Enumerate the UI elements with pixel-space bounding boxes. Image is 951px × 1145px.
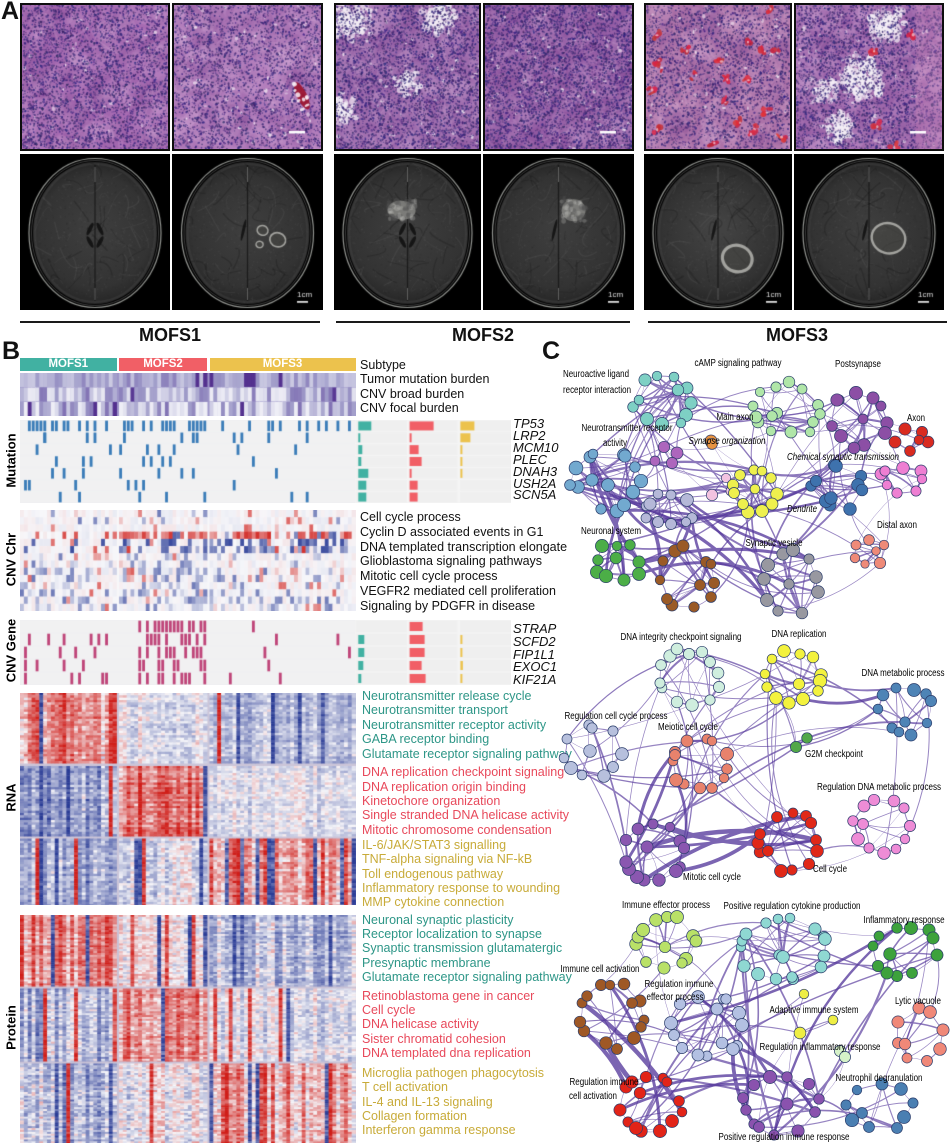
svg-text:Chemical synaptic transmission: Chemical synaptic transmission: [787, 452, 899, 463]
svg-text:Axon: Axon: [907, 413, 925, 424]
svg-text:Lytic vacuole: Lytic vacuole: [895, 996, 941, 1007]
svg-text:Dendrite: Dendrite: [787, 504, 817, 515]
svg-text:Regulation cell cycle process: Regulation cell cycle process: [565, 711, 668, 722]
svg-text:G2M checkpoint: G2M checkpoint: [805, 749, 863, 760]
svg-text:Postsynapse: Postsynapse: [835, 359, 881, 370]
svg-text:Synapse organization: Synapse organization: [689, 436, 766, 447]
svg-text:activity: activity: [603, 438, 627, 449]
svg-text:Adaptive immune system: Adaptive immune system: [770, 1005, 859, 1016]
svg-text:Neuroactive ligand: Neuroactive ligand: [563, 369, 629, 380]
svg-text:DNA integrity checkpoint signa: DNA integrity checkpoint signaling: [621, 632, 742, 643]
svg-text:effector process: effector process: [647, 992, 704, 1003]
svg-text:Regulation immune: Regulation immune: [645, 979, 714, 990]
svg-text:Immune effector process: Immune effector process: [622, 900, 710, 911]
svg-text:cAMP signaling pathway: cAMP signaling pathway: [695, 358, 782, 369]
svg-text:Main axon: Main axon: [717, 412, 754, 423]
svg-text:Regulation immune: Regulation immune: [570, 1077, 639, 1088]
svg-text:Immune cell activation: Immune cell activation: [561, 964, 640, 975]
svg-text:Inflammatory response: Inflammatory response: [864, 915, 945, 926]
svg-text:receptor interaction: receptor interaction: [563, 385, 631, 396]
svg-text:DNA metabolic process: DNA metabolic process: [862, 668, 945, 679]
svg-text:Regulation DNA metabolic proce: Regulation DNA metabolic process: [817, 782, 941, 793]
svg-text:Mitotic cell cycle: Mitotic cell cycle: [683, 872, 741, 883]
svg-text:Meiotic cell cycle: Meiotic cell cycle: [658, 722, 718, 733]
svg-text:cell activation: cell activation: [569, 1091, 617, 1102]
svg-text:Synaptic vesicle: Synaptic vesicle: [746, 538, 803, 549]
svg-text:Neuronal system: Neuronal system: [581, 526, 641, 537]
svg-text:Positive regulation immune res: Positive regulation immune response: [719, 1132, 850, 1143]
svg-text:Cell cycle: Cell cycle: [813, 864, 847, 875]
svg-text:Neutrophil degranulation: Neutrophil degranulation: [836, 1073, 923, 1084]
svg-text:Positive regulation cytokine p: Positive regulation cytokine production: [724, 901, 861, 912]
svg-text:Distal axon: Distal axon: [877, 520, 917, 531]
svg-text:Neurotransmitter receptor: Neurotransmitter receptor: [582, 423, 674, 434]
svg-text:Regulation inflammatory respon: Regulation inflammatory response: [760, 1042, 881, 1053]
svg-text:DNA replication: DNA replication: [772, 629, 827, 640]
